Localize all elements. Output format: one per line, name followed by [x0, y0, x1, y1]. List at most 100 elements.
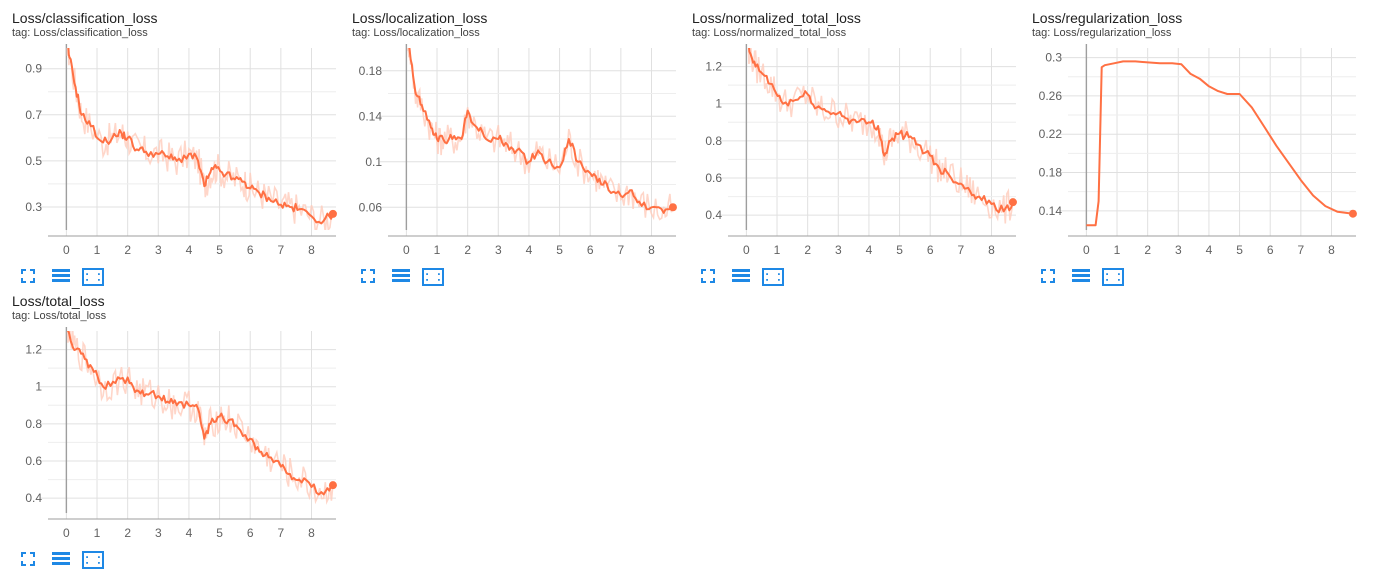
line-chart[interactable]: 0 1 2 3 4 5 6 7 8 0.4 0.6 0.8 1 1.2 — [692, 44, 1022, 257]
y-tick-label: 0.14 — [1039, 204, 1063, 218]
x-tick-label: 3 — [495, 243, 502, 257]
fit-domain-icon[interactable] — [762, 268, 784, 290]
fullscreen-icon[interactable] — [360, 268, 382, 290]
fullscreen-icon[interactable] — [1040, 268, 1062, 290]
chart-title: Loss/regularization_loss — [1032, 10, 1183, 26]
y-tick-label: 0.8 — [25, 417, 42, 431]
last-point-marker — [1008, 198, 1017, 207]
y-tick-label: 0.9 — [25, 62, 42, 76]
x-tick-label: 5 — [556, 243, 563, 257]
x-tick-label: 2 — [124, 526, 131, 540]
x-tick-label: 4 — [1206, 243, 1213, 257]
y-tick-label: 0.7 — [25, 108, 42, 122]
x-tick-label: 3 — [155, 526, 162, 540]
x-tick-label: 3 — [155, 243, 162, 257]
x-tick-label: 5 — [216, 243, 223, 257]
line-chart[interactable]: 0 1 2 3 4 5 6 7 8 0.3 0.5 0.7 0.9 — [12, 44, 342, 257]
data-table-icon[interactable] — [731, 268, 753, 290]
x-tick-label: 0 — [743, 243, 750, 257]
smoothed-series-line — [67, 331, 334, 496]
chart-card: Loss/total_loss tag: Loss/total_loss 0 1 2 3 4… — [12, 293, 342, 573]
line-chart[interactable]: 0 1 2 3 4 5 6 7 8 0.14 0.18 0.22 0.26 0.3 — [1032, 44, 1362, 257]
line-chart[interactable]: 0 1 2 3 4 5 6 7 8 0.06 0.1 0.14 0.18 — [352, 44, 682, 257]
y-tick-label: 0.4 — [705, 208, 722, 222]
x-tick-label: 2 — [1144, 243, 1151, 257]
y-tick-label: 1.2 — [25, 343, 42, 357]
series-line — [1086, 60, 1354, 227]
chart-card: Loss/localization_loss tag: Loss/localiza… — [352, 10, 682, 290]
y-tick-label: 0.4 — [25, 491, 42, 505]
x-tick-label: 6 — [927, 243, 934, 257]
x-tick-label: 5 — [216, 526, 223, 540]
last-point-marker — [1348, 209, 1357, 218]
x-tick-label: 8 — [308, 526, 315, 540]
fullscreen-icon[interactable] — [20, 551, 42, 573]
fit-domain-icon[interactable] — [82, 551, 104, 573]
smoothed-series-line — [748, 48, 1014, 214]
x-tick-label: 4 — [186, 243, 193, 257]
chart-tag: tag: Loss/localization_loss — [352, 27, 480, 39]
x-tick-label: 6 — [247, 243, 254, 257]
fit-domain-icon[interactable] — [422, 268, 444, 290]
chart-title: Loss/normalized_total_loss — [692, 10, 861, 26]
y-tick-label: 1.2 — [705, 60, 722, 74]
y-tick-label: 0.3 — [1045, 51, 1062, 65]
fullscreen-icon[interactable] — [20, 268, 42, 290]
x-tick-label: 4 — [866, 243, 873, 257]
x-tick-label: 4 — [526, 243, 533, 257]
x-tick-label: 3 — [1175, 243, 1182, 257]
x-tick-label: 5 — [896, 243, 903, 257]
x-tick-label: 2 — [464, 243, 471, 257]
x-tick-label: 7 — [618, 243, 625, 257]
x-tick-label: 6 — [247, 526, 254, 540]
x-tick-label: 3 — [835, 243, 842, 257]
data-table-icon[interactable] — [51, 268, 73, 290]
last-point-marker — [328, 209, 337, 218]
x-tick-label: 5 — [1236, 243, 1243, 257]
line-chart[interactable]: 0 1 2 3 4 5 6 7 8 0.4 0.6 0.8 1 1.2 — [12, 327, 342, 540]
data-table-icon[interactable] — [391, 268, 413, 290]
y-tick-label: 1 — [35, 380, 42, 394]
x-tick-label: 8 — [988, 243, 995, 257]
y-tick-label: 0.5 — [25, 154, 42, 168]
fit-domain-icon[interactable] — [1102, 268, 1124, 290]
x-tick-label: 2 — [124, 243, 131, 257]
x-tick-label: 2 — [804, 243, 811, 257]
x-tick-label: 0 — [63, 243, 70, 257]
last-point-marker — [668, 203, 677, 212]
chart-card: Loss/regularization_loss tag: Loss/regula… — [1032, 10, 1362, 290]
y-tick-label: 1 — [715, 97, 722, 111]
x-tick-label: 8 — [648, 243, 655, 257]
x-tick-label: 7 — [1298, 243, 1305, 257]
raw-series-line — [407, 48, 674, 221]
x-tick-label: 0 — [403, 243, 410, 257]
x-tick-label: 8 — [1328, 243, 1335, 257]
chart-card: Loss/normalized_total_loss tag: Loss/norm… — [692, 10, 1022, 290]
raw-series-line — [66, 331, 334, 505]
chart-title: Loss/classification_loss — [12, 10, 158, 26]
chart-card: Loss/classification_loss tag: Loss/classi… — [12, 10, 342, 290]
y-tick-label: 0.26 — [1039, 89, 1063, 103]
y-tick-label: 0.3 — [25, 200, 42, 214]
x-tick-label: 7 — [278, 243, 285, 257]
chart-title: Loss/total_loss — [12, 293, 105, 309]
x-tick-label: 6 — [587, 243, 594, 257]
data-table-icon[interactable] — [1071, 268, 1093, 290]
fit-domain-icon[interactable] — [82, 268, 104, 290]
x-tick-label: 7 — [278, 526, 285, 540]
fullscreen-icon[interactable] — [700, 268, 722, 290]
y-tick-label: 0.1 — [365, 155, 382, 169]
smoothed-series-line — [67, 48, 334, 225]
y-tick-label: 0.8 — [705, 134, 722, 148]
x-tick-label: 1 — [94, 243, 101, 257]
chart-tag: tag: Loss/classification_loss — [12, 27, 148, 39]
chart-tag: tag: Loss/normalized_total_loss — [692, 27, 847, 39]
y-tick-label: 0.06 — [359, 200, 383, 214]
y-tick-label: 0.14 — [359, 109, 383, 123]
x-tick-label: 1 — [1114, 243, 1121, 257]
x-tick-label: 1 — [94, 526, 101, 540]
y-tick-label: 0.18 — [1039, 166, 1063, 180]
x-tick-label: 7 — [958, 243, 965, 257]
data-table-icon[interactable] — [51, 551, 73, 573]
chart-tag: tag: Loss/total_loss — [12, 310, 107, 322]
